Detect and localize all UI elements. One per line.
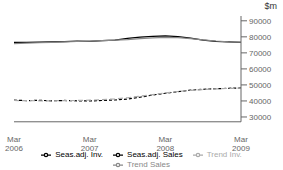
html-text:Seas.adj. Inv.: Seas.adj. Inv.	[55, 149, 104, 159]
svg-text:90000: 90000	[249, 17, 272, 26]
html-text:$m: $m	[264, 1, 277, 11]
html-text:Trend Inv.: Trend Inv.	[206, 149, 242, 159]
svg-text:Mar2008: Mar2008	[156, 135, 174, 153]
svg-text:Mar2007: Mar2007	[81, 135, 99, 153]
html-text:Seas.adj. Sales: Seas.adj. Sales	[127, 149, 183, 159]
svg-text:30000: 30000	[249, 113, 272, 122]
svg-text:50000: 50000	[249, 81, 272, 90]
svg-text:Mar2006: Mar2006	[5, 135, 23, 153]
svg-text:Mar2009: Mar2009	[232, 135, 250, 153]
svg-text:70000: 70000	[249, 49, 272, 58]
svg-text:60000: 60000	[249, 65, 272, 74]
svg-text:80000: 80000	[249, 33, 272, 42]
svg-text:40000: 40000	[249, 97, 272, 106]
html-text:Trend Sales: Trend Sales	[127, 160, 170, 169]
